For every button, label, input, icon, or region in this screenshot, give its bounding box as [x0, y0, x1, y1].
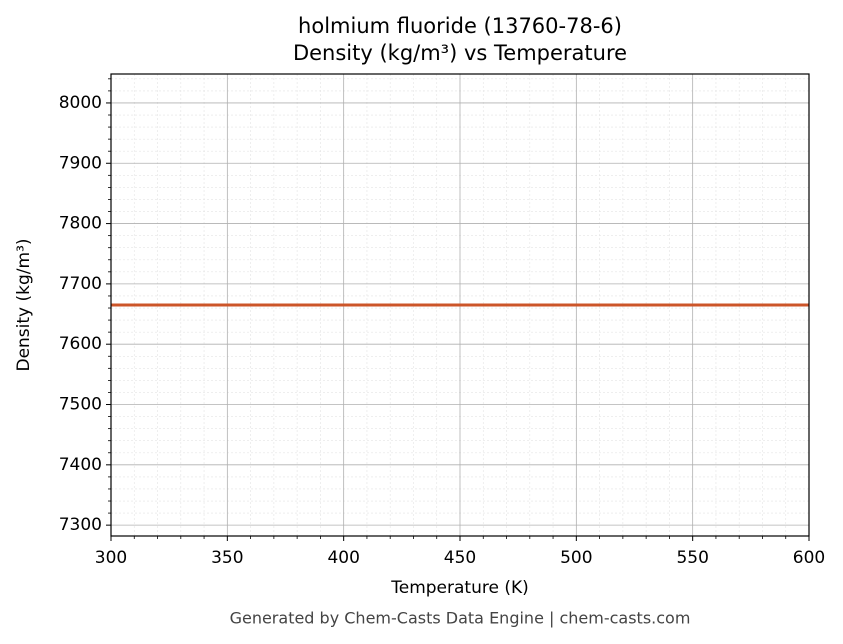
- x-tick-label: 600: [793, 548, 825, 568]
- y-tick-label: 7600: [59, 334, 102, 354]
- y-tick-label: 7800: [59, 214, 102, 234]
- x-tick-label: 400: [327, 548, 359, 568]
- plot-frame: [110, 73, 810, 537]
- x-tick-label: 450: [444, 548, 476, 568]
- y-tick-label: 7700: [59, 274, 102, 294]
- x-axis-label: Temperature (K): [390, 578, 529, 598]
- y-tick-label: 7400: [59, 455, 102, 475]
- x-tick-label: 550: [676, 548, 708, 568]
- y-tick-label: 7900: [59, 153, 102, 173]
- y-tick-label: 7300: [59, 515, 102, 535]
- chart-title: holmium fluoride (13760-78-6): [298, 14, 622, 38]
- x-tick-label: 300: [95, 548, 127, 568]
- y-axis-label: Density (kg/m³): [14, 238, 34, 371]
- footer: Generated by Chem-Casts Data Engine | ch…: [230, 609, 691, 628]
- x-tick-label: 500: [560, 548, 592, 568]
- chart-subtitle: Density (kg/m³) vs Temperature: [293, 41, 627, 65]
- x-tick-label: 350: [211, 548, 243, 568]
- y-tick-label: 7500: [59, 395, 102, 415]
- y-tick-label: 8000: [59, 93, 102, 113]
